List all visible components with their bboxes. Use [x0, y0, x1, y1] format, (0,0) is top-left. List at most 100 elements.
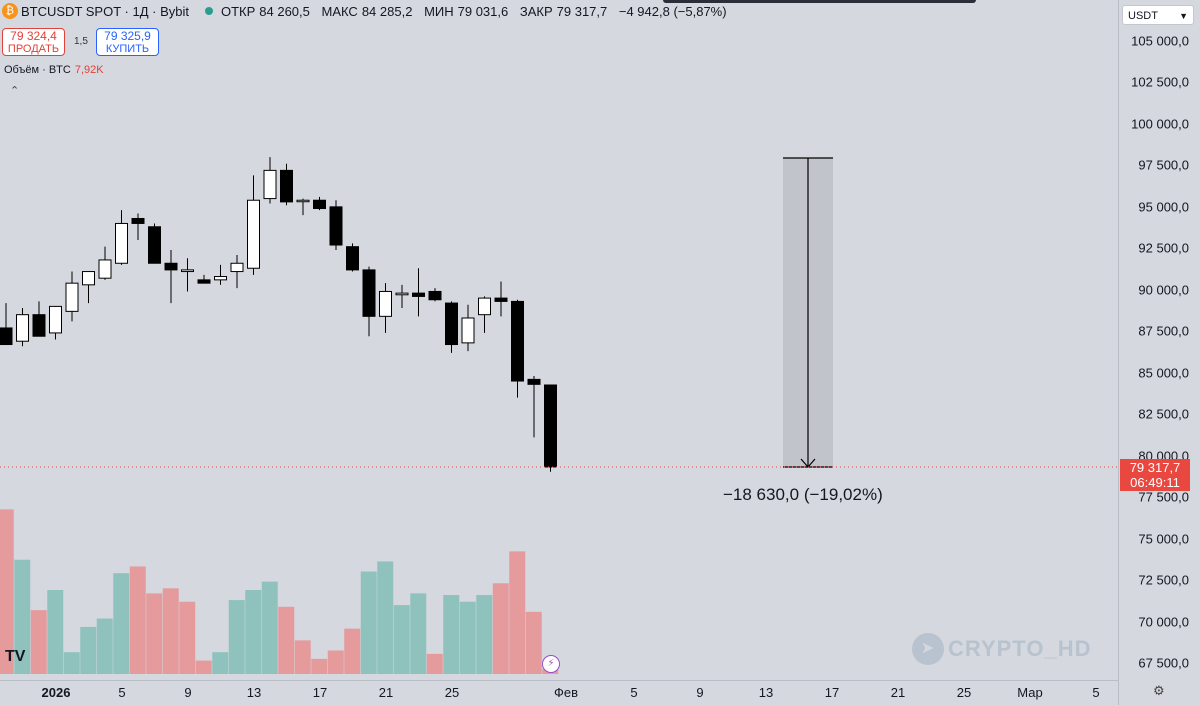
candle-body	[478, 297, 491, 316]
volume-bar	[476, 595, 493, 674]
candle-body	[247, 199, 260, 269]
time-tick-label: 9	[696, 685, 704, 700]
candle-body	[82, 271, 95, 286]
candle-body	[296, 199, 310, 203]
volume-bar	[30, 610, 47, 674]
price-tick-label: 100 000,0	[1131, 116, 1189, 132]
bitcoin-icon: ₿	[2, 3, 18, 19]
volume-bar	[509, 551, 526, 674]
close-label: ЗАКР	[519, 3, 553, 19]
candle-body	[395, 292, 409, 296]
price-tick-label: 90 000,0	[1138, 282, 1189, 298]
time-tick-label: 21	[378, 685, 394, 700]
chart-area[interactable]: ₿ BTCUSDT SPOT · 1Д · Bybit ОТКР 84 260,5…	[0, 0, 1118, 680]
candle-body	[164, 262, 178, 271]
volume-bar	[212, 652, 229, 674]
candle-body	[362, 269, 376, 317]
price-tick-label: 67 500,0	[1138, 655, 1189, 671]
volume-bar	[63, 652, 80, 674]
candle-body	[131, 217, 145, 224]
time-scale[interactable]: 2026 5 9 13 17 21 25 Фев 5 9 13 17 21 25 Мар 5	[0, 680, 1118, 706]
watermark: ➤ CRYPTO_HD	[912, 633, 1091, 665]
currency-select[interactable]: USDT ▼	[1122, 5, 1194, 25]
price-tick-label: 87 500,0	[1138, 323, 1189, 339]
close-value: 79 317,7	[556, 3, 608, 19]
chart-svg[interactable]	[0, 0, 1118, 680]
time-tick-label: 13	[246, 685, 262, 700]
price-tick-label: 95 000,0	[1138, 199, 1189, 215]
candle-body	[511, 300, 524, 382]
candle-body	[280, 169, 293, 203]
lightning-icon[interactable]: ⚡	[542, 655, 560, 673]
volume-bar	[179, 601, 196, 674]
candle-body	[148, 226, 161, 264]
candle-body	[0, 327, 13, 346]
candle-body	[461, 317, 475, 344]
price-tick-label: 75 000,0	[1138, 531, 1189, 547]
volume-bar	[294, 640, 311, 674]
symbol-title[interactable]: BTCUSDT SPOT · 1Д · Bybit	[21, 3, 189, 19]
sell-price: 79 324,4	[10, 29, 57, 43]
sell-button[interactable]: 79 324,4 ПРОДАТЬ	[2, 28, 65, 56]
candle-body	[313, 199, 326, 210]
candle-body	[412, 292, 425, 297]
candle-body	[32, 314, 46, 337]
chevron-down-icon: ▼	[1179, 11, 1188, 21]
candle-body	[428, 290, 442, 301]
volume-layer	[0, 509, 559, 674]
market-open-dot-icon	[204, 7, 213, 15]
open-label: ОТКР	[220, 3, 256, 19]
price-tick-label: 92 500,0	[1138, 240, 1189, 256]
price-tick-label: 97 500,0	[1138, 157, 1189, 173]
price-tick-label: 105 000,0	[1131, 33, 1189, 49]
candle-body	[263, 169, 277, 200]
time-tick-label: Мар	[1017, 685, 1043, 700]
buy-label: КУПИТЬ	[105, 43, 150, 55]
candle-body	[16, 314, 29, 342]
price-tick-label: 82 500,0	[1138, 406, 1189, 422]
volume-bar	[426, 653, 443, 674]
candle-body	[445, 302, 458, 346]
time-tick-label: Фев	[553, 685, 579, 700]
candle-body	[98, 259, 112, 279]
open-value: 84 260,5	[259, 3, 310, 19]
volume-bar	[96, 618, 113, 674]
candle-body	[65, 282, 79, 312]
measure-label: −18 630,0 (−19,02%)	[723, 485, 883, 504]
measure-tool[interactable]	[783, 157, 833, 468]
top-drag-handle[interactable]	[663, 0, 976, 3]
volume-bar	[327, 650, 344, 674]
settings-icon[interactable]: ⚙	[1153, 683, 1165, 698]
volume-bar	[377, 561, 394, 674]
high-value: 84 285,2	[361, 3, 413, 19]
price-tick-label: 77 500,0	[1138, 489, 1189, 505]
candle-body	[197, 279, 211, 284]
volume-bar	[195, 660, 212, 674]
candle-body	[329, 206, 343, 246]
volume-bar	[0, 509, 14, 674]
candle-body	[230, 262, 244, 273]
symbol-legend: ₿ BTCUSDT SPOT · 1Д · Bybit ОТКР 84 260,5…	[0, 0, 731, 22]
candle-body	[494, 297, 508, 302]
time-tick-label: 5	[1092, 685, 1100, 700]
collapse-legend-icon[interactable]: ⌃	[10, 85, 20, 97]
time-tick-label: 13	[758, 685, 774, 700]
candle-body	[214, 276, 227, 281]
time-tick-label: 5	[118, 685, 126, 700]
volume-legend[interactable]: Объём · BTC 7,92K	[4, 64, 104, 76]
volume-bar	[525, 611, 542, 674]
time-tick-label: 2026	[41, 685, 71, 700]
tradingview-logo[interactable]: TV	[5, 648, 26, 665]
price-tick-label: 72 500,0	[1138, 572, 1189, 588]
volume-bar	[393, 605, 410, 674]
candle-body	[115, 222, 128, 264]
change-value: −4 942,8 (−5,87%)	[618, 3, 727, 19]
volume-bar	[162, 588, 179, 674]
currency-value: USDT	[1128, 10, 1158, 22]
watermark-text: CRYPTO_HD	[948, 636, 1092, 661]
time-tick-label: 25	[444, 685, 460, 700]
price-tick-label: 85 000,0	[1138, 365, 1189, 381]
volume-bar	[146, 593, 163, 674]
price-scale[interactable]: 105 000,0 102 500,0 100 000,0 97 500,0 95 00…	[1118, 0, 1200, 705]
buy-button[interactable]: 79 325,9 КУПИТЬ	[96, 28, 159, 56]
